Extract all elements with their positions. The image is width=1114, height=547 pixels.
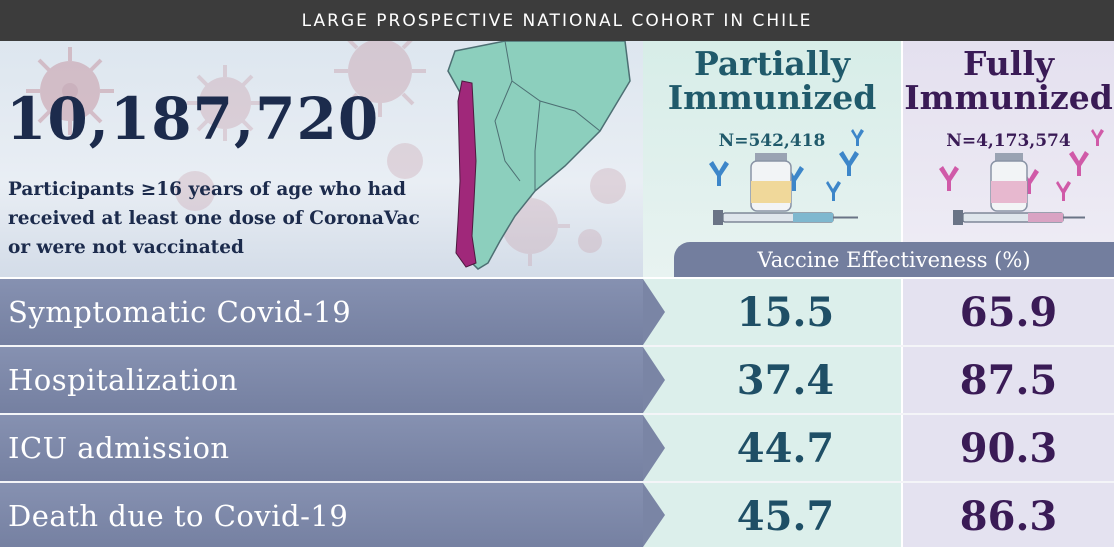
row-arrow <box>643 415 665 481</box>
row-arrow <box>643 347 665 413</box>
fully-immunized-title: Fully Immunized <box>904 44 1113 117</box>
vaccine-vial-icon <box>750 153 792 212</box>
row-arrow <box>643 483 665 547</box>
participants-count: 10,187,720 <box>6 85 380 153</box>
full-cell-bg <box>903 483 1114 547</box>
hero-illustration <box>26 41 631 270</box>
row-arrow <box>643 279 665 345</box>
full-effectiveness-value: 65.9 <box>959 288 1058 336</box>
table-row: Symptomatic Covid-19 15.5 65.9 <box>0 279 1114 345</box>
vaccine-vial-icon <box>990 153 1028 212</box>
table-row: Hospitalization 37.4 87.5 <box>0 347 1114 413</box>
partial-effectiveness-value: 44.7 <box>736 424 835 472</box>
partial-cell-bg <box>643 415 901 481</box>
partial-cell-bg <box>643 347 901 413</box>
vaccine-effectiveness-label: Vaccine Effectiveness (%) <box>757 247 1031 272</box>
outcome-label: ICU admission <box>8 431 230 465</box>
virus-icon <box>334 41 426 117</box>
participants-description: Participants ≥16 years of age who had re… <box>8 179 420 258</box>
column-header-fully-immunized: Fully Immunized N=4,173,574 <box>903 41 1114 277</box>
full-cell-bg <box>903 279 1114 345</box>
outcome-label: Symptomatic Covid-19 <box>8 295 352 329</box>
partial-effectiveness-value: 37.4 <box>736 356 835 404</box>
row-divider <box>0 481 1114 483</box>
row-divider <box>0 413 1114 415</box>
row-divider <box>0 345 1114 347</box>
header-title: LARGE PROSPECTIVE NATIONAL COHORT IN CHI… <box>301 10 813 31</box>
outcome-band <box>0 279 643 345</box>
partial-effectiveness-value: 45.7 <box>736 492 835 540</box>
outcome-label: Hospitalization <box>8 363 239 397</box>
virus-icon <box>26 47 114 135</box>
fully-immunized-n: N=4,173,574 <box>946 131 1071 151</box>
header-banner: LARGE PROSPECTIVE NATIONAL COHORT IN CHI… <box>0 0 1114 41</box>
syringe-icon <box>713 210 858 225</box>
full-cell-bg <box>903 415 1114 481</box>
partial-cell-bg <box>643 483 901 547</box>
partial-cell-bg <box>643 279 901 345</box>
virus-icon <box>187 65 263 141</box>
outcome-band <box>0 483 643 547</box>
column-header-partially-immunized: Partially Immunized N=542,418 <box>643 41 901 277</box>
full-effectiveness-value: 90.3 <box>959 424 1058 472</box>
table-row: Death due to Covid-19 45.7 86.3 <box>0 483 1114 547</box>
virus-icon <box>175 143 626 266</box>
table-row: ICU admission 44.7 90.3 <box>0 415 1114 481</box>
full-effectiveness-value: 86.3 <box>959 492 1058 540</box>
full-effectiveness-value: 87.5 <box>959 356 1058 404</box>
outcome-label: Death due to Covid-19 <box>8 499 349 533</box>
vaccine-effectiveness-banner: Vaccine Effectiveness (%) <box>674 242 1114 277</box>
partially-immunized-n: N=542,418 <box>718 131 826 151</box>
syringe-icon <box>953 210 1085 225</box>
vaccine-illustration-full <box>939 129 1104 225</box>
hero-panel: 10,187,720 Participants ≥16 years of age… <box>0 41 643 277</box>
full-cell-bg <box>903 347 1114 413</box>
partially-immunized-title: Partially Immunized <box>667 44 877 117</box>
partial-effectiveness-value: 15.5 <box>736 288 835 336</box>
outcome-band <box>0 347 643 413</box>
column-divider <box>901 41 903 547</box>
outcome-band <box>0 415 643 481</box>
vaccine-illustration-partial <box>709 129 864 225</box>
chile-map <box>455 80 477 268</box>
